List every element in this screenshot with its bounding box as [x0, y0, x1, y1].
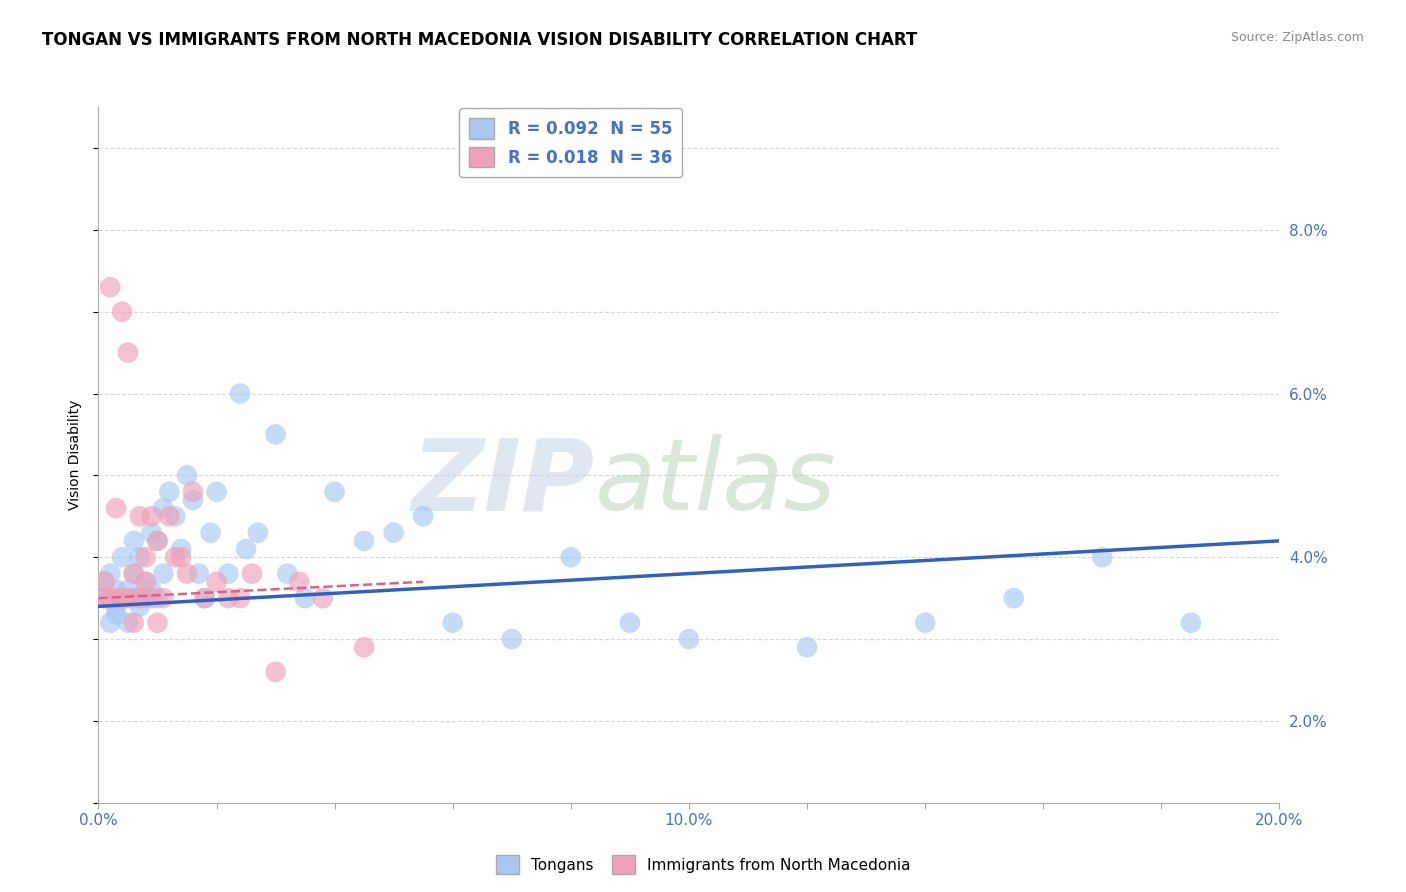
Point	[122, 566, 145, 581]
Point	[194, 591, 217, 606]
Point	[181, 492, 204, 507]
Point	[135, 574, 157, 589]
Point	[200, 525, 222, 540]
Point	[141, 509, 163, 524]
Point	[111, 591, 134, 606]
Point	[105, 582, 128, 597]
Point	[264, 427, 287, 442]
Point	[98, 615, 121, 630]
Point	[128, 509, 150, 524]
Point	[111, 304, 134, 318]
Point	[264, 665, 287, 679]
Point	[294, 591, 316, 606]
Point	[1180, 615, 1202, 630]
Point	[122, 615, 145, 630]
Point	[135, 550, 157, 565]
Point	[217, 566, 239, 581]
Point	[441, 615, 464, 630]
Point	[323, 484, 346, 499]
Point	[246, 525, 269, 540]
Point	[235, 542, 257, 557]
Point	[111, 550, 134, 565]
Point	[111, 591, 134, 606]
Point	[105, 591, 128, 606]
Point	[157, 484, 180, 499]
Point	[128, 550, 150, 565]
Point	[135, 574, 157, 589]
Point	[98, 591, 121, 606]
Point	[176, 566, 198, 581]
Point	[93, 591, 115, 606]
Point	[501, 632, 523, 646]
Point	[240, 566, 263, 581]
Point	[135, 591, 157, 606]
Point	[122, 566, 145, 581]
Point	[146, 591, 169, 606]
Point	[93, 574, 115, 589]
Point	[146, 533, 169, 548]
Text: Source: ZipAtlas.com: Source: ZipAtlas.com	[1230, 31, 1364, 45]
Point	[187, 566, 209, 581]
Point	[165, 509, 187, 524]
Legend: Tongans, Immigrants from North Macedonia: Tongans, Immigrants from North Macedonia	[489, 849, 917, 880]
Point	[353, 533, 375, 548]
Point	[205, 484, 228, 499]
Point	[276, 566, 298, 581]
Text: ZIP: ZIP	[412, 434, 595, 532]
Point	[229, 591, 252, 606]
Point	[560, 550, 582, 565]
Point	[619, 615, 641, 630]
Point	[93, 591, 115, 606]
Point	[146, 533, 169, 548]
Point	[117, 591, 139, 606]
Point	[312, 591, 335, 606]
Point	[353, 640, 375, 655]
Point	[128, 599, 150, 614]
Point	[117, 345, 139, 359]
Point	[105, 599, 128, 614]
Point	[105, 607, 128, 622]
Point	[229, 386, 252, 401]
Point	[412, 509, 434, 524]
Point	[796, 640, 818, 655]
Point	[93, 574, 115, 589]
Point	[1002, 591, 1025, 606]
Point	[165, 550, 187, 565]
Y-axis label: Vision Disability: Vision Disability	[67, 400, 82, 510]
Point	[128, 591, 150, 606]
Point	[141, 525, 163, 540]
Point	[157, 509, 180, 524]
Point	[117, 582, 139, 597]
Point	[98, 566, 121, 581]
Point	[382, 525, 405, 540]
Point	[1091, 550, 1114, 565]
Point	[914, 615, 936, 630]
Text: atlas: atlas	[595, 434, 837, 532]
Point	[146, 615, 169, 630]
Point	[122, 533, 145, 548]
Point	[205, 574, 228, 589]
Point	[128, 591, 150, 606]
Point	[117, 615, 139, 630]
Point	[152, 591, 174, 606]
Point	[105, 501, 128, 516]
Point	[170, 542, 193, 557]
Point	[194, 591, 217, 606]
Text: TONGAN VS IMMIGRANTS FROM NORTH MACEDONIA VISION DISABILITY CORRELATION CHART: TONGAN VS IMMIGRANTS FROM NORTH MACEDONI…	[42, 31, 918, 49]
Point	[141, 591, 163, 606]
Point	[98, 591, 121, 606]
Point	[288, 574, 311, 589]
Point	[176, 468, 198, 483]
Point	[141, 582, 163, 597]
Point	[152, 501, 174, 516]
Point	[122, 591, 145, 606]
Point	[217, 591, 239, 606]
Point	[98, 280, 121, 294]
Point	[152, 566, 174, 581]
Point	[170, 550, 193, 565]
Point	[678, 632, 700, 646]
Legend: R = 0.092  N = 55, R = 0.018  N = 36: R = 0.092 N = 55, R = 0.018 N = 36	[460, 109, 682, 178]
Point	[181, 484, 204, 499]
